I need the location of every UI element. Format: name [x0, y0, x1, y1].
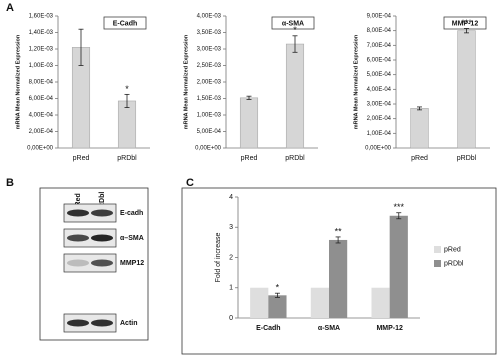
y-axis-label: mRNA Mean Normalized Expression [15, 34, 21, 129]
chart-title: α-SMA [282, 20, 304, 27]
chart-title: MMP-12 [452, 20, 479, 27]
x-tick-label: MMP-12 [376, 325, 403, 332]
y-tick-label: 1,40E-03 [29, 30, 54, 36]
blot-band [67, 209, 89, 217]
x-tick-label: pRed [241, 155, 258, 162]
y-tick-label: 8,00E-04 [367, 28, 392, 34]
y-tick-label: 5,00E-04 [367, 72, 392, 78]
y-tick-label: 4,00E-03 [197, 14, 222, 20]
y-tick-label: 8,00E-04 [29, 80, 54, 86]
title-box [103, 16, 147, 30]
bar [250, 287, 269, 318]
y-tick-label: 7,00E-04 [367, 43, 392, 49]
x-tick-label: pRDbl [285, 155, 305, 162]
bar [457, 30, 476, 149]
x-tick-label: pRed [73, 155, 90, 162]
legend-swatch [434, 246, 441, 253]
y-tick-label: 9,00E-04 [367, 14, 392, 20]
y-tick-label: 4,00E-04 [367, 87, 392, 93]
x-tick-label: pRed [411, 155, 428, 162]
title-box [271, 16, 315, 30]
legend-swatch [434, 260, 441, 267]
y-tick-label: 4 [229, 194, 233, 201]
y-tick-label: 0,00E+00 [365, 146, 392, 152]
bar [410, 108, 429, 149]
row-label: MMP12 [120, 260, 144, 267]
y-tick-label: 1,20E-03 [29, 47, 54, 53]
y-tick-label: 3 [229, 224, 233, 231]
panel-label: A [6, 2, 14, 14]
blot-strip [63, 253, 117, 273]
significance: * [125, 84, 129, 94]
y-tick-label: 1,00E-03 [197, 113, 222, 119]
blot-strip [63, 203, 117, 223]
y-tick-label: 2 [229, 254, 233, 261]
bar [389, 215, 408, 318]
blot-band [67, 259, 89, 267]
bar [239, 97, 259, 149]
y-tick-label: 3,00E-03 [197, 47, 222, 53]
x-tick-label: α-SMA [318, 325, 340, 332]
row-label: Actin [120, 320, 138, 327]
lane-label: pRed [75, 193, 82, 211]
y-tick-label: 2,50E-03 [197, 63, 222, 69]
blot-band [91, 319, 113, 327]
y-tick-label: 2,00E-03 [197, 80, 222, 86]
significance: * [276, 283, 280, 293]
x-tick-label: pRDbl [117, 155, 137, 162]
blot-band [91, 234, 113, 242]
significance: * [293, 25, 297, 35]
title-box [443, 16, 487, 30]
blot-strip [63, 228, 117, 248]
chart-frame [181, 187, 497, 355]
y-tick-label: 2,00E-04 [29, 129, 54, 135]
y-tick-label: 4,00E-04 [29, 113, 54, 119]
y-tick-label: 6,00E-04 [367, 58, 392, 64]
legend-label: pRed [444, 246, 461, 253]
bar [310, 287, 329, 318]
y-tick-label: 1,00E-04 [367, 131, 392, 137]
blot-band [67, 319, 89, 327]
y-tick-label: 0,00E+00 [195, 146, 222, 152]
y-tick-label: 0 [229, 315, 233, 322]
blot-band [67, 234, 89, 242]
blot-band [91, 259, 113, 267]
y-tick-label: 3,50E-03 [197, 30, 222, 36]
y-tick-label: 3,00E-04 [367, 102, 392, 108]
bar [371, 287, 390, 318]
y-tick-label: 5,00E-04 [197, 129, 222, 135]
legend-label: pRDbl [444, 260, 464, 267]
row-label: α–SMA [120, 235, 144, 242]
y-tick-label: 2,00E-04 [367, 116, 392, 122]
blot-strip [63, 313, 117, 333]
y-tick-label: 1 [229, 285, 233, 292]
x-tick-label: pRDbl [457, 155, 477, 162]
y-tick-label: 6,00E-04 [29, 96, 54, 102]
bar [329, 239, 348, 318]
row-label: E-cadh [120, 210, 143, 217]
bar [268, 295, 287, 318]
blot-band [91, 209, 113, 217]
significance: *** [461, 18, 472, 28]
y-axis-label: Fold of increase [215, 232, 222, 282]
chart-title: E-Cadh [113, 20, 138, 27]
y-tick-label: 1,00E-03 [29, 63, 54, 69]
blot-frame [39, 187, 149, 341]
bar [117, 100, 137, 149]
y-axis-label: mRNA Mean Normalized Expression [353, 34, 359, 129]
lane-label: pRDbl [99, 192, 106, 213]
x-tick-label: E-Cadh [256, 325, 281, 332]
y-tick-label: 1,50E-03 [197, 96, 222, 102]
significance: ** [335, 226, 343, 236]
significance: *** [394, 202, 405, 212]
panel-label: B [6, 177, 14, 189]
y-tick-label: 0,00E+00 [27, 146, 54, 152]
bar [285, 43, 305, 149]
y-tick-label: 1,60E-03 [29, 14, 54, 20]
y-axis-label: mRNA Mean Normalized Expression [183, 34, 189, 129]
panel-label: C [186, 177, 194, 189]
